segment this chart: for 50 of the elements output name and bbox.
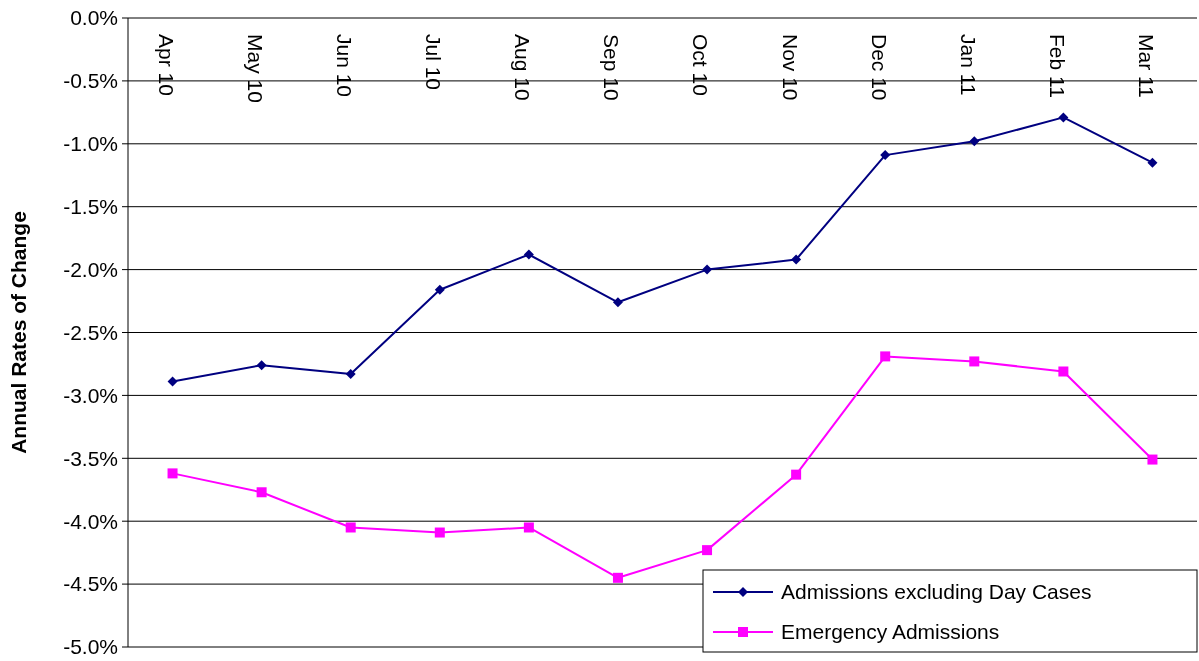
point xyxy=(612,572,623,583)
point xyxy=(702,264,713,275)
point xyxy=(345,369,356,380)
x-tick-label: Feb 11 xyxy=(1045,34,1069,98)
point xyxy=(167,376,178,387)
x-tick-label: Jul 10 xyxy=(422,34,446,91)
point xyxy=(791,469,802,480)
y-tick-label: -4.0% xyxy=(63,509,118,533)
point xyxy=(612,297,623,308)
x-tick-label: Apr 10 xyxy=(154,34,178,96)
y-tick-label: -1.0% xyxy=(63,132,118,156)
point xyxy=(702,545,713,556)
point xyxy=(969,356,980,367)
legend-label: Emergency Admissions xyxy=(781,620,1000,644)
x-tick-label: Oct 10 xyxy=(689,34,713,96)
point xyxy=(523,249,534,260)
point xyxy=(434,284,445,295)
point xyxy=(167,468,178,479)
point xyxy=(1058,112,1069,123)
point xyxy=(256,360,267,371)
point xyxy=(256,487,267,498)
y-tick-label: -0.5% xyxy=(63,69,118,93)
y-tick-label: -2.5% xyxy=(63,320,118,344)
y-tick-label: -1.5% xyxy=(63,195,118,219)
point xyxy=(1058,366,1069,377)
y-axis-title: Annual Rates of Change xyxy=(7,211,30,454)
point xyxy=(434,527,445,538)
y-tick-label: 0.0% xyxy=(70,6,118,30)
y-tick-label: -4.5% xyxy=(63,572,118,596)
point xyxy=(880,150,891,161)
x-tick-label: Dec 10 xyxy=(867,34,891,101)
x-tick-label: Sep 10 xyxy=(600,34,624,101)
point xyxy=(1147,454,1158,465)
y-tick-label: -2.0% xyxy=(63,257,118,281)
point xyxy=(880,351,891,362)
x-tick-label: Jun 10 xyxy=(333,34,357,98)
point xyxy=(345,522,356,533)
x-tick-label: Nov 10 xyxy=(778,34,802,101)
point xyxy=(791,254,802,265)
x-tick-label: May 10 xyxy=(244,34,268,103)
point xyxy=(969,136,980,147)
y-tick-label: -3.0% xyxy=(63,383,118,407)
x-tick-label: Jan 11 xyxy=(956,34,980,96)
point xyxy=(1147,157,1158,168)
y-tick-label: -3.5% xyxy=(63,446,118,470)
y-tick-label: -5.0% xyxy=(63,635,118,659)
legend-label: Admissions excluding Day Cases xyxy=(781,580,1092,604)
point xyxy=(523,522,534,533)
x-tick-label: Mar 11 xyxy=(1134,34,1158,98)
x-tick-label: Aug 10 xyxy=(511,34,535,101)
